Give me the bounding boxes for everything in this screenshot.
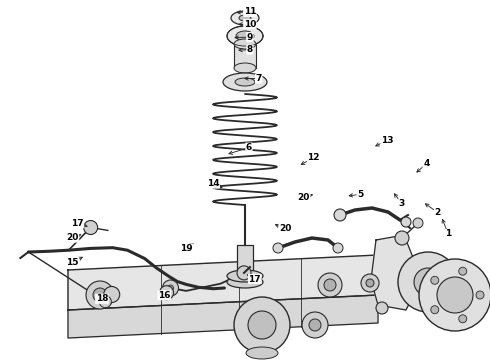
Circle shape [431,306,439,314]
Circle shape [431,276,439,284]
Ellipse shape [235,78,255,86]
Ellipse shape [223,73,267,91]
Ellipse shape [227,270,263,282]
Text: 12: 12 [307,153,320,162]
Circle shape [160,286,173,300]
Text: 5: 5 [357,190,363,199]
Ellipse shape [324,279,336,291]
Text: 8: 8 [247,45,253,54]
Circle shape [395,231,409,245]
Circle shape [437,277,473,313]
Circle shape [163,280,178,296]
Polygon shape [68,295,378,338]
Circle shape [334,209,346,221]
Ellipse shape [234,39,256,49]
Text: 20: 20 [297,193,310,202]
Circle shape [476,291,484,299]
Bar [237,245,253,278]
Text: 20: 20 [66,233,79,242]
Circle shape [419,259,490,331]
Ellipse shape [239,15,251,21]
Text: 6: 6 [246,143,252,152]
Ellipse shape [86,281,114,309]
Circle shape [366,279,374,287]
Text: 2: 2 [435,208,441,217]
Circle shape [84,221,98,234]
Circle shape [414,268,442,296]
Circle shape [104,287,120,302]
Circle shape [234,297,290,353]
Circle shape [273,243,283,253]
Ellipse shape [309,319,321,331]
Ellipse shape [236,31,254,41]
Circle shape [237,266,251,280]
Circle shape [401,217,411,227]
Text: 7: 7 [255,74,262,83]
Text: 17: 17 [248,274,261,284]
Circle shape [248,311,276,339]
Text: 19: 19 [180,244,193,253]
Bar [234,44,256,68]
Circle shape [398,252,458,312]
Ellipse shape [302,312,328,338]
Circle shape [376,302,388,314]
Circle shape [168,285,173,291]
Circle shape [333,243,343,253]
Ellipse shape [227,276,263,288]
Polygon shape [371,235,416,310]
Text: 20: 20 [279,224,292,233]
Circle shape [99,296,111,308]
Text: 16: 16 [158,291,171,300]
Circle shape [459,267,467,275]
Circle shape [413,218,423,228]
Ellipse shape [93,288,107,302]
Text: 17: 17 [71,219,84,228]
Text: 10: 10 [244,19,256,29]
Ellipse shape [318,273,342,297]
Ellipse shape [246,347,278,359]
Ellipse shape [234,63,256,73]
Circle shape [459,315,467,323]
Text: 13: 13 [381,136,393,145]
Text: 4: 4 [423,159,430,168]
Text: 14: 14 [207,179,220,188]
Text: 18: 18 [96,294,108,303]
Polygon shape [68,255,378,310]
Ellipse shape [231,11,259,25]
Text: 11: 11 [244,7,256,16]
Circle shape [361,274,379,292]
Text: 9: 9 [246,32,253,41]
Text: 15: 15 [66,258,79,266]
Ellipse shape [227,26,263,46]
Text: 1: 1 [445,230,451,238]
Text: 3: 3 [399,199,405,208]
